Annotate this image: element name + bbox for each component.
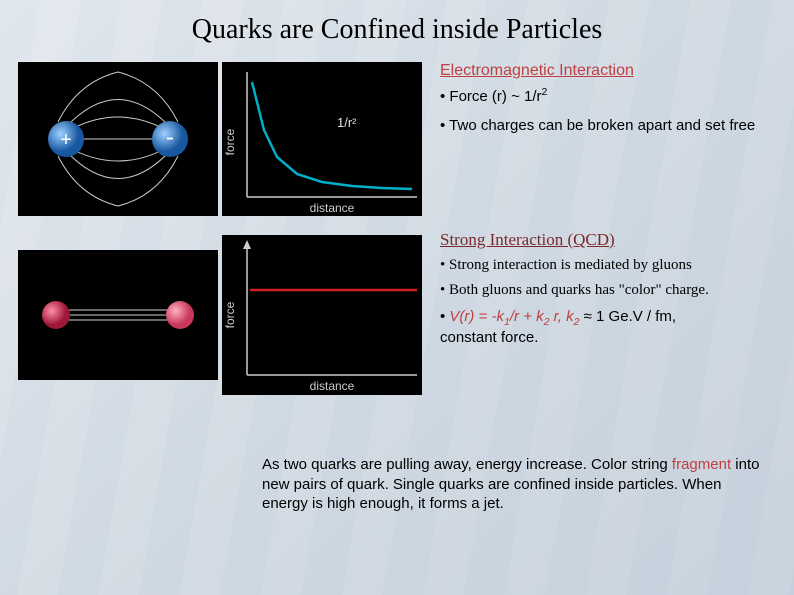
em-text: Electromagnetic Interaction • Force (r) … (422, 62, 776, 220)
b3-c: r, k (549, 308, 573, 325)
pos-charge-label: + (60, 129, 72, 151)
strong-heading: Strong Interaction (QCD) (440, 230, 776, 250)
strong-force-graph: distance force (222, 235, 422, 395)
b3-pre: • (440, 308, 449, 325)
strong-text: Strong Interaction (QCD) • Strong intera… (422, 230, 776, 420)
neg-charge-label: - (166, 124, 174, 151)
strong-x-label: distance (310, 379, 355, 393)
bottom-paragraph: As two quarks are pulling away, energy i… (262, 455, 766, 514)
em-bullet1-sup: 2 (542, 86, 548, 98)
em-y-label: force (223, 128, 237, 155)
b3-b: /r + k (510, 308, 544, 325)
em-heading: Electromagnetic Interaction (440, 62, 776, 80)
em-charges-diagram: + - (18, 62, 218, 216)
bottom-p1: As two quarks are pulling away, energy i… (262, 456, 672, 473)
em-x-label: distance (310, 201, 355, 215)
strong-quark-diagram (18, 250, 218, 380)
em-bullet1-text: • Force (r) ~ 1/r (440, 88, 542, 105)
strong-bullet-2: • Both gluons and quarks has "color" cha… (440, 281, 776, 300)
b3-line2: constant force. (440, 329, 538, 346)
slide-title: Quarks are Confined inside Particles (0, 14, 794, 46)
strong-bullet-1: • Strong interaction is mediated by gluo… (440, 256, 776, 275)
em-row: + - distance force 1/r² Electromagnetic … (18, 62, 776, 220)
strong-row: distance force Strong Interaction (QCD) … (18, 230, 776, 420)
strong-y-label: force (223, 301, 237, 328)
em-force-graph: distance force 1/r² (222, 62, 422, 216)
b3-tail: ≈ 1 Ge.V / fm, (579, 308, 676, 325)
em-bullet-2: • Two charges can be broken apart and se… (440, 117, 776, 136)
em-annotation: 1/r² (337, 115, 357, 130)
b3-a: V(r) = -k (449, 308, 504, 325)
strong-bullet-3: • V(r) = -k1/r + k2 r, k2 ≈ 1 Ge.V / fm,… (440, 308, 776, 348)
em-bullet-1: • Force (r) ~ 1/r2 (440, 86, 776, 107)
bottom-frag: fragment (672, 456, 731, 473)
